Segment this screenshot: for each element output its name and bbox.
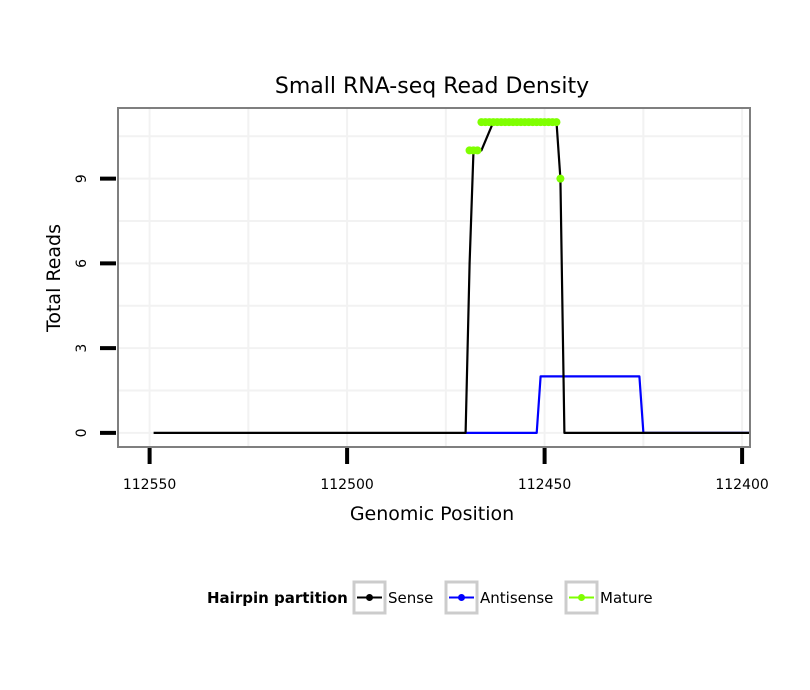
x-tick-label: 112450 bbox=[518, 477, 571, 493]
grid-lines bbox=[118, 108, 750, 447]
y-tick-label: 6 bbox=[74, 259, 90, 268]
series-layer bbox=[153, 118, 750, 434]
legend-title: Hairpin partition bbox=[207, 589, 348, 607]
legend-key-sense: Sense bbox=[352, 580, 433, 615]
legend-key-point bbox=[458, 594, 465, 601]
x-axis-title: Genomic Position bbox=[350, 503, 514, 525]
legend-keys: Sense Antisense Mature bbox=[352, 580, 653, 615]
mature-point bbox=[552, 118, 561, 127]
legend-label: Sense bbox=[388, 589, 433, 607]
legend: Hairpin partition Sense Antisense Mature bbox=[207, 580, 653, 615]
y-axis-title: Total Reads bbox=[43, 224, 65, 333]
y-axis: 0 3 6 9 bbox=[74, 174, 116, 437]
mature-point bbox=[473, 146, 482, 155]
legend-key-antisense: Antisense bbox=[444, 580, 553, 615]
x-tick-label: 112550 bbox=[123, 477, 176, 493]
legend-key-point bbox=[578, 594, 585, 601]
y-tick-label: 9 bbox=[74, 174, 90, 183]
plot-border bbox=[117, 107, 751, 448]
x-tick-label: 112400 bbox=[715, 477, 768, 493]
mature-point bbox=[556, 174, 565, 183]
chart-title: Small RNA-seq Read Density bbox=[275, 74, 589, 99]
legend-label: Antisense bbox=[480, 589, 553, 607]
x-tick-label: 112500 bbox=[320, 477, 373, 493]
legend-key-mature: Mature bbox=[564, 580, 653, 615]
y-tick-label: 3 bbox=[74, 344, 90, 353]
y-tick-label: 0 bbox=[74, 428, 90, 437]
series-group bbox=[153, 118, 750, 434]
legend-label: Mature bbox=[600, 589, 653, 607]
legend-key-point bbox=[366, 594, 373, 601]
plot-panel bbox=[118, 108, 750, 447]
x-axis: 112550 112500 112450 112400 bbox=[123, 448, 769, 493]
